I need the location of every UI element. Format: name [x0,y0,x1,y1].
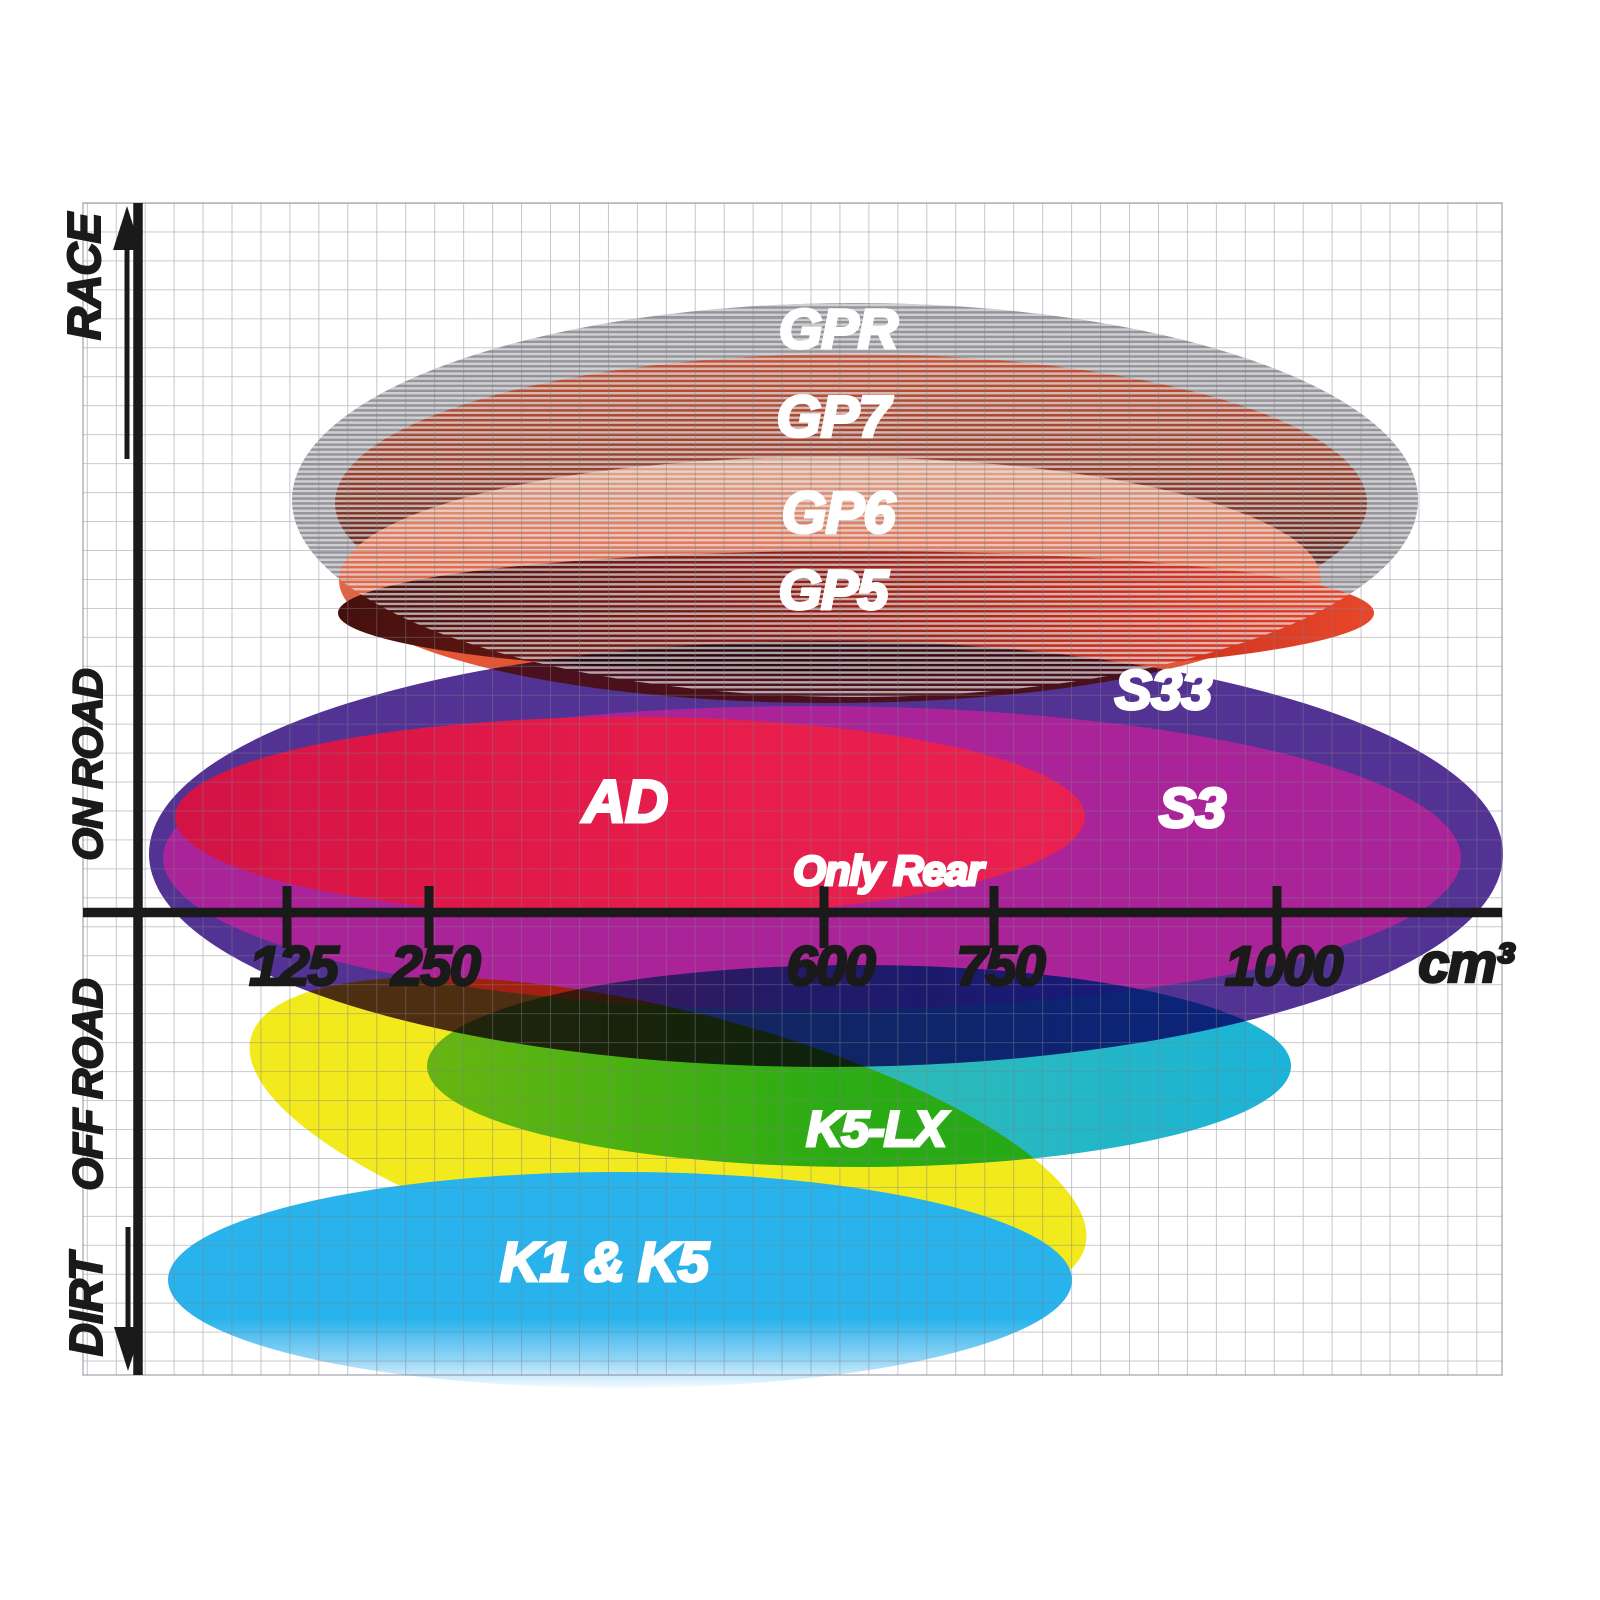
y-axis-label-race: RACE [58,212,110,341]
series-label-k5lx: K5-LX [806,1101,949,1157]
series-label-k1k5: K1 & K5 [500,1230,710,1293]
series-label-s33: S33 [1115,658,1212,721]
series-label-gpr: GPR [779,297,899,360]
grid-layer [82,202,1503,1376]
series-label-only-rear: Only Rear [793,847,986,894]
series-label-gp7: GP7 [776,384,893,449]
x-tick-600 [819,886,829,948]
series-label-gp5: GP5 [778,558,889,621]
y-axis-label-off-road: OFF ROAD [64,979,111,1191]
x-tick-1000 [1272,886,1282,948]
y-axis-label-on-road: ON ROAD [64,669,111,861]
x-tick-250 [424,886,434,948]
x-tick-label-750: 750 [956,934,1045,997]
series-label-s3: S3 [1159,776,1226,839]
y-axis-label-dirt: DIRT [60,1249,112,1356]
x-tick-label-1000: 1000 [1225,934,1343,997]
x-axis-line [83,907,1502,918]
y-axis-line [133,203,143,1375]
grid-border [82,202,1503,1376]
x-tick-label-600: 600 [786,934,875,997]
grid-lines [83,203,1502,1375]
axis-layer [83,203,1502,1375]
series-label-gp6: GP6 [781,480,896,545]
axis-text-layer: 125 250 600 750 1000 cm³ RACE ON ROAD OFF ROAD DI… [57,211,1518,1358]
x-tick-label-125: 125 [249,934,339,997]
axis-arrow-down [114,1227,142,1371]
series-label-ad: AD [581,768,668,835]
x-tick-750 [989,886,999,948]
x-tick-125 [282,886,292,948]
x-tick-label-250: 250 [390,934,480,997]
axis-arrow-up [113,206,141,459]
series-label-layer: GPR GP7 GP6 GP5 S33 S3 AD Only Rear K5-LX K1 & K5 [499,295,1229,1294]
x-axis-unit-label: cm³ [1418,931,1515,994]
